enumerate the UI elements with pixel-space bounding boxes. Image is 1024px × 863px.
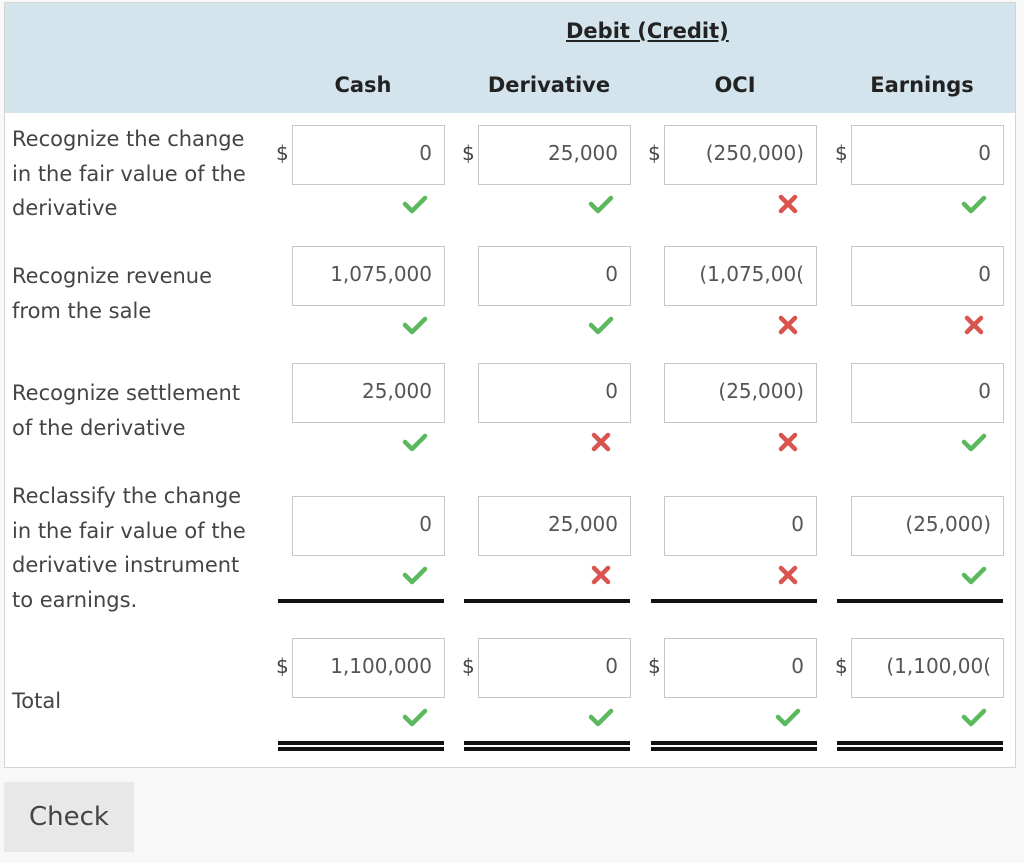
amount-input-oci[interactable]: (1,075,00(: [664, 246, 817, 306]
cell-value: 0: [791, 512, 804, 536]
check-mark-icon: [961, 706, 987, 728]
column-header-derivative: Derivative: [487, 73, 611, 97]
column-header-oci: OCI: [714, 73, 756, 97]
total-double-rule: [464, 741, 630, 751]
row-label: Recognize revenue from the sale: [12, 259, 262, 328]
total-input-cash[interactable]: 1,100,000: [292, 638, 445, 698]
cell-value: 1,075,000: [330, 262, 432, 286]
row-label-line: Recognize the change: [12, 127, 245, 151]
amount-input-cash[interactable]: 0: [292, 125, 445, 185]
subtotal-rule: [464, 599, 630, 603]
cell-value: 0: [419, 512, 432, 536]
row-label-line: Reclassify the change: [12, 484, 242, 508]
amount-input-derivative[interactable]: 0: [478, 363, 631, 423]
total-input-derivative[interactable]: 0: [478, 638, 631, 698]
row-label: Reclassify the change in the fair value o…: [12, 479, 262, 617]
cell-value: 0: [419, 141, 432, 165]
total-input-oci[interactable]: 0: [664, 638, 817, 698]
row-label-line: of the derivative: [12, 415, 186, 440]
total-input-earnings[interactable]: (1,100,00(: [851, 638, 1004, 698]
cell-value: 0: [978, 262, 991, 286]
amount-input-derivative[interactable]: 25,000: [478, 496, 631, 556]
amount-input-cash[interactable]: 0: [292, 496, 445, 556]
currency-symbol: $: [835, 141, 848, 165]
cell-value: 0: [978, 379, 991, 403]
total-double-rule: [651, 741, 817, 751]
group-title: Debit (Credit): [566, 19, 729, 43]
row-label-line: Recognize revenue: [12, 264, 213, 288]
amount-input-earnings[interactable]: 0: [851, 125, 1004, 185]
cross-mark-icon: [775, 431, 801, 453]
total-double-rule: [278, 741, 444, 751]
currency-symbol: $: [276, 141, 289, 165]
cell-value: 25,000: [548, 141, 618, 165]
cell-value: 0: [605, 262, 618, 286]
cell-value: 0: [605, 654, 618, 678]
check-mark-icon: [402, 314, 428, 336]
currency-symbol: $: [835, 654, 848, 678]
row-label: Recognize settlement of the derivative: [12, 376, 262, 445]
cell-value: (1,075,00(: [699, 262, 804, 286]
cross-mark-icon: [588, 564, 614, 586]
amount-input-earnings[interactable]: 0: [851, 363, 1004, 423]
amount-input-earnings[interactable]: (25,000): [851, 496, 1004, 556]
amount-input-cash[interactable]: 1,075,000: [292, 246, 445, 306]
check-mark-icon: [961, 564, 987, 586]
cross-mark-icon: [775, 564, 801, 586]
check-mark-icon: [402, 193, 428, 215]
cell-value: (25,000): [905, 512, 991, 536]
check-mark-icon: [402, 564, 428, 586]
check-mark-icon: [588, 706, 614, 728]
subtotal-rule: [278, 599, 444, 603]
cell-value: (1,100,00(: [886, 654, 991, 678]
currency-symbol: $: [648, 654, 661, 678]
row-label-line: from the sale: [12, 298, 152, 323]
amount-input-derivative[interactable]: 25,000: [478, 125, 631, 185]
check-mark-icon: [588, 193, 614, 215]
amount-input-oci[interactable]: (25,000): [664, 363, 817, 423]
cross-mark-icon: [775, 314, 801, 336]
amount-input-earnings[interactable]: 0: [851, 246, 1004, 306]
cell-value: (250,000): [705, 141, 804, 165]
check-mark-icon: [961, 193, 987, 215]
subtotal-rule: [651, 599, 817, 603]
row-label-line: in the fair value of the: [12, 518, 246, 543]
subtotal-rule: [837, 599, 1003, 603]
row-label-line: to earnings.: [12, 587, 138, 612]
cross-mark-icon: [588, 431, 614, 453]
table-header: [5, 3, 1015, 113]
check-mark-icon: [402, 431, 428, 453]
amount-input-cash[interactable]: 25,000: [292, 363, 445, 423]
currency-symbol: $: [462, 141, 475, 165]
cross-mark-icon: [961, 314, 987, 336]
amount-input-oci[interactable]: (250,000): [664, 125, 817, 185]
cell-value: 25,000: [362, 379, 432, 403]
currency-symbol: $: [648, 141, 661, 165]
currency-symbol: $: [276, 654, 289, 678]
cell-value: 25,000: [548, 512, 618, 536]
column-header-cash: Cash: [334, 73, 392, 97]
cell-value: 0: [605, 379, 618, 403]
check-mark-icon: [961, 431, 987, 453]
total-double-rule: [837, 741, 1003, 751]
amount-input-oci[interactable]: 0: [664, 496, 817, 556]
total-label: Total: [12, 689, 62, 713]
cross-mark-icon: [775, 193, 801, 215]
currency-symbol: $: [462, 654, 475, 678]
cell-value: 0: [978, 141, 991, 165]
check-mark-icon: [588, 314, 614, 336]
row-label-line: derivative: [12, 196, 118, 220]
cell-value: (25,000): [718, 379, 804, 403]
row-label-line: Recognize settlement: [12, 381, 241, 405]
cell-value: 1,100,000: [330, 654, 432, 678]
cell-value: 0: [791, 654, 804, 678]
column-header-earnings: Earnings: [870, 73, 974, 97]
amount-input-derivative[interactable]: 0: [478, 246, 631, 306]
row-label-line: derivative instrument: [12, 553, 240, 577]
check-mark-icon: [402, 706, 428, 728]
check-button[interactable]: Check: [4, 782, 134, 852]
row-label-line: in the fair value of the: [12, 161, 246, 186]
check-mark-icon: [775, 706, 801, 728]
row-label: Recognize the change in the fair value of…: [12, 122, 262, 226]
